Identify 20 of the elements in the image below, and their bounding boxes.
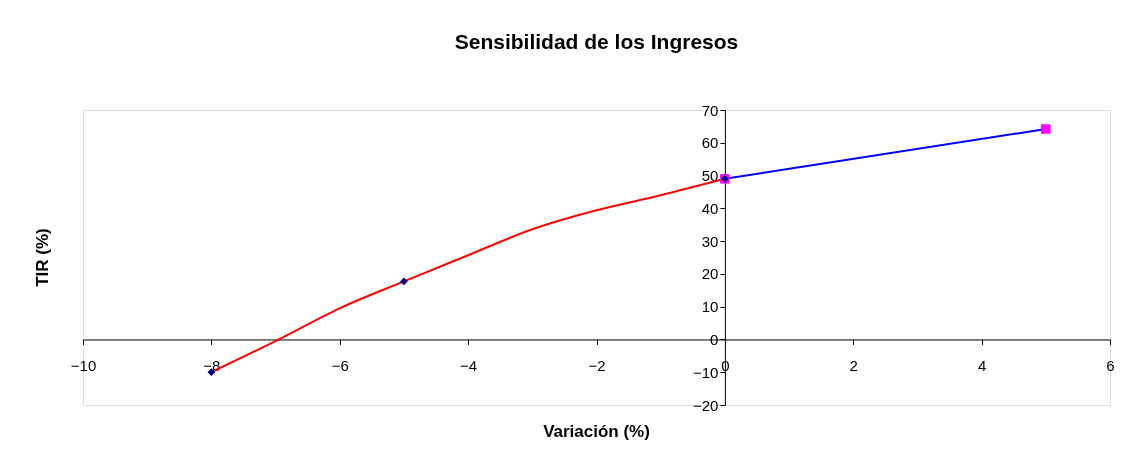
y-tick-label: −20 xyxy=(692,396,719,414)
y-tick-label: 60 xyxy=(701,134,719,152)
y-tick-label: 30 xyxy=(701,232,719,250)
y-tick-label: 50 xyxy=(701,167,719,185)
x-tick-label: −2 xyxy=(588,356,606,374)
x-tick-label: 6 xyxy=(1106,356,1115,374)
y-axis-title: TIR (%) xyxy=(33,228,52,287)
x-axis-title: Variación (%) xyxy=(543,422,650,441)
y-tick-label: 40 xyxy=(701,199,719,217)
y-tick-label: 10 xyxy=(701,298,719,316)
point xyxy=(1041,124,1051,134)
x-tick-label: 4 xyxy=(977,356,987,374)
x-tick-label: −4 xyxy=(460,356,478,374)
y-tick-label: 70 xyxy=(701,101,719,119)
x-tick-label: −10 xyxy=(70,356,97,374)
point xyxy=(400,277,408,286)
chart-title: Sensibilidad de los Ingresos xyxy=(454,30,739,53)
x-tick-label: 2 xyxy=(849,356,858,374)
y-tick-label: 20 xyxy=(701,265,719,283)
x-tick-label: −6 xyxy=(331,356,349,374)
